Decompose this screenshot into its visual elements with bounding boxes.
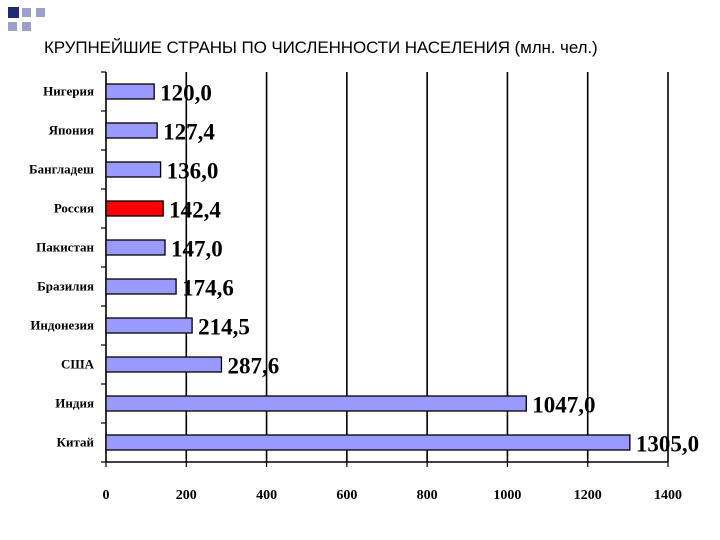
category-label: Бангладеш <box>29 162 94 177</box>
bar <box>105 83 155 100</box>
bar <box>105 200 164 217</box>
x-tick-label: 800 <box>417 488 438 503</box>
slide-title: КРУПНЕЙШИЕ СТРАНЫ ПО ЧИСЛЕННОСТИ НАСЕЛЕН… <box>44 38 598 57</box>
value-label: 287,6 <box>227 354 279 379</box>
bar <box>105 434 631 451</box>
bar <box>105 317 193 334</box>
category-label: Япония <box>49 123 94 138</box>
x-tick-label: 0 <box>103 488 110 503</box>
category-label: Пакистан <box>36 240 94 255</box>
x-tick-label: 400 <box>256 488 277 503</box>
bar <box>105 122 158 139</box>
corner-squares-decoration <box>8 7 45 31</box>
x-tick-label: 1400 <box>654 488 682 503</box>
value-label: 214,5 <box>198 315 250 340</box>
deco-square-light <box>36 8 45 17</box>
category-label: Россия <box>54 201 94 216</box>
category-label: Индия <box>55 396 94 411</box>
value-label: 147,0 <box>171 237 223 262</box>
value-label: 120,0 <box>160 81 212 106</box>
x-tick-label: 1200 <box>574 488 602 503</box>
x-tick-label: 200 <box>176 488 197 503</box>
value-label: 1305,0 <box>636 432 699 457</box>
category-label: Индонезия <box>30 318 94 333</box>
category-label: Китай <box>57 435 95 450</box>
deco-square-dark <box>8 7 19 18</box>
x-tick-label: 1000 <box>493 488 521 503</box>
value-label: 136,0 <box>167 159 219 184</box>
value-label: 127,4 <box>163 120 215 145</box>
category-label: США <box>61 357 95 372</box>
bar <box>105 239 166 256</box>
value-label: 174,6 <box>182 276 234 301</box>
deco-square-light <box>8 22 17 31</box>
value-label: 1047,0 <box>532 393 595 418</box>
deco-square-light <box>22 8 31 17</box>
category-label: Нигерия <box>43 84 94 99</box>
x-tick-label: 600 <box>336 488 357 503</box>
bar <box>105 278 177 295</box>
deco-square-light <box>22 22 31 31</box>
value-label: 142,4 <box>169 198 221 223</box>
bar <box>105 161 162 178</box>
bar <box>105 356 223 373</box>
bar <box>105 395 527 412</box>
category-label: Бразилия <box>37 279 94 294</box>
